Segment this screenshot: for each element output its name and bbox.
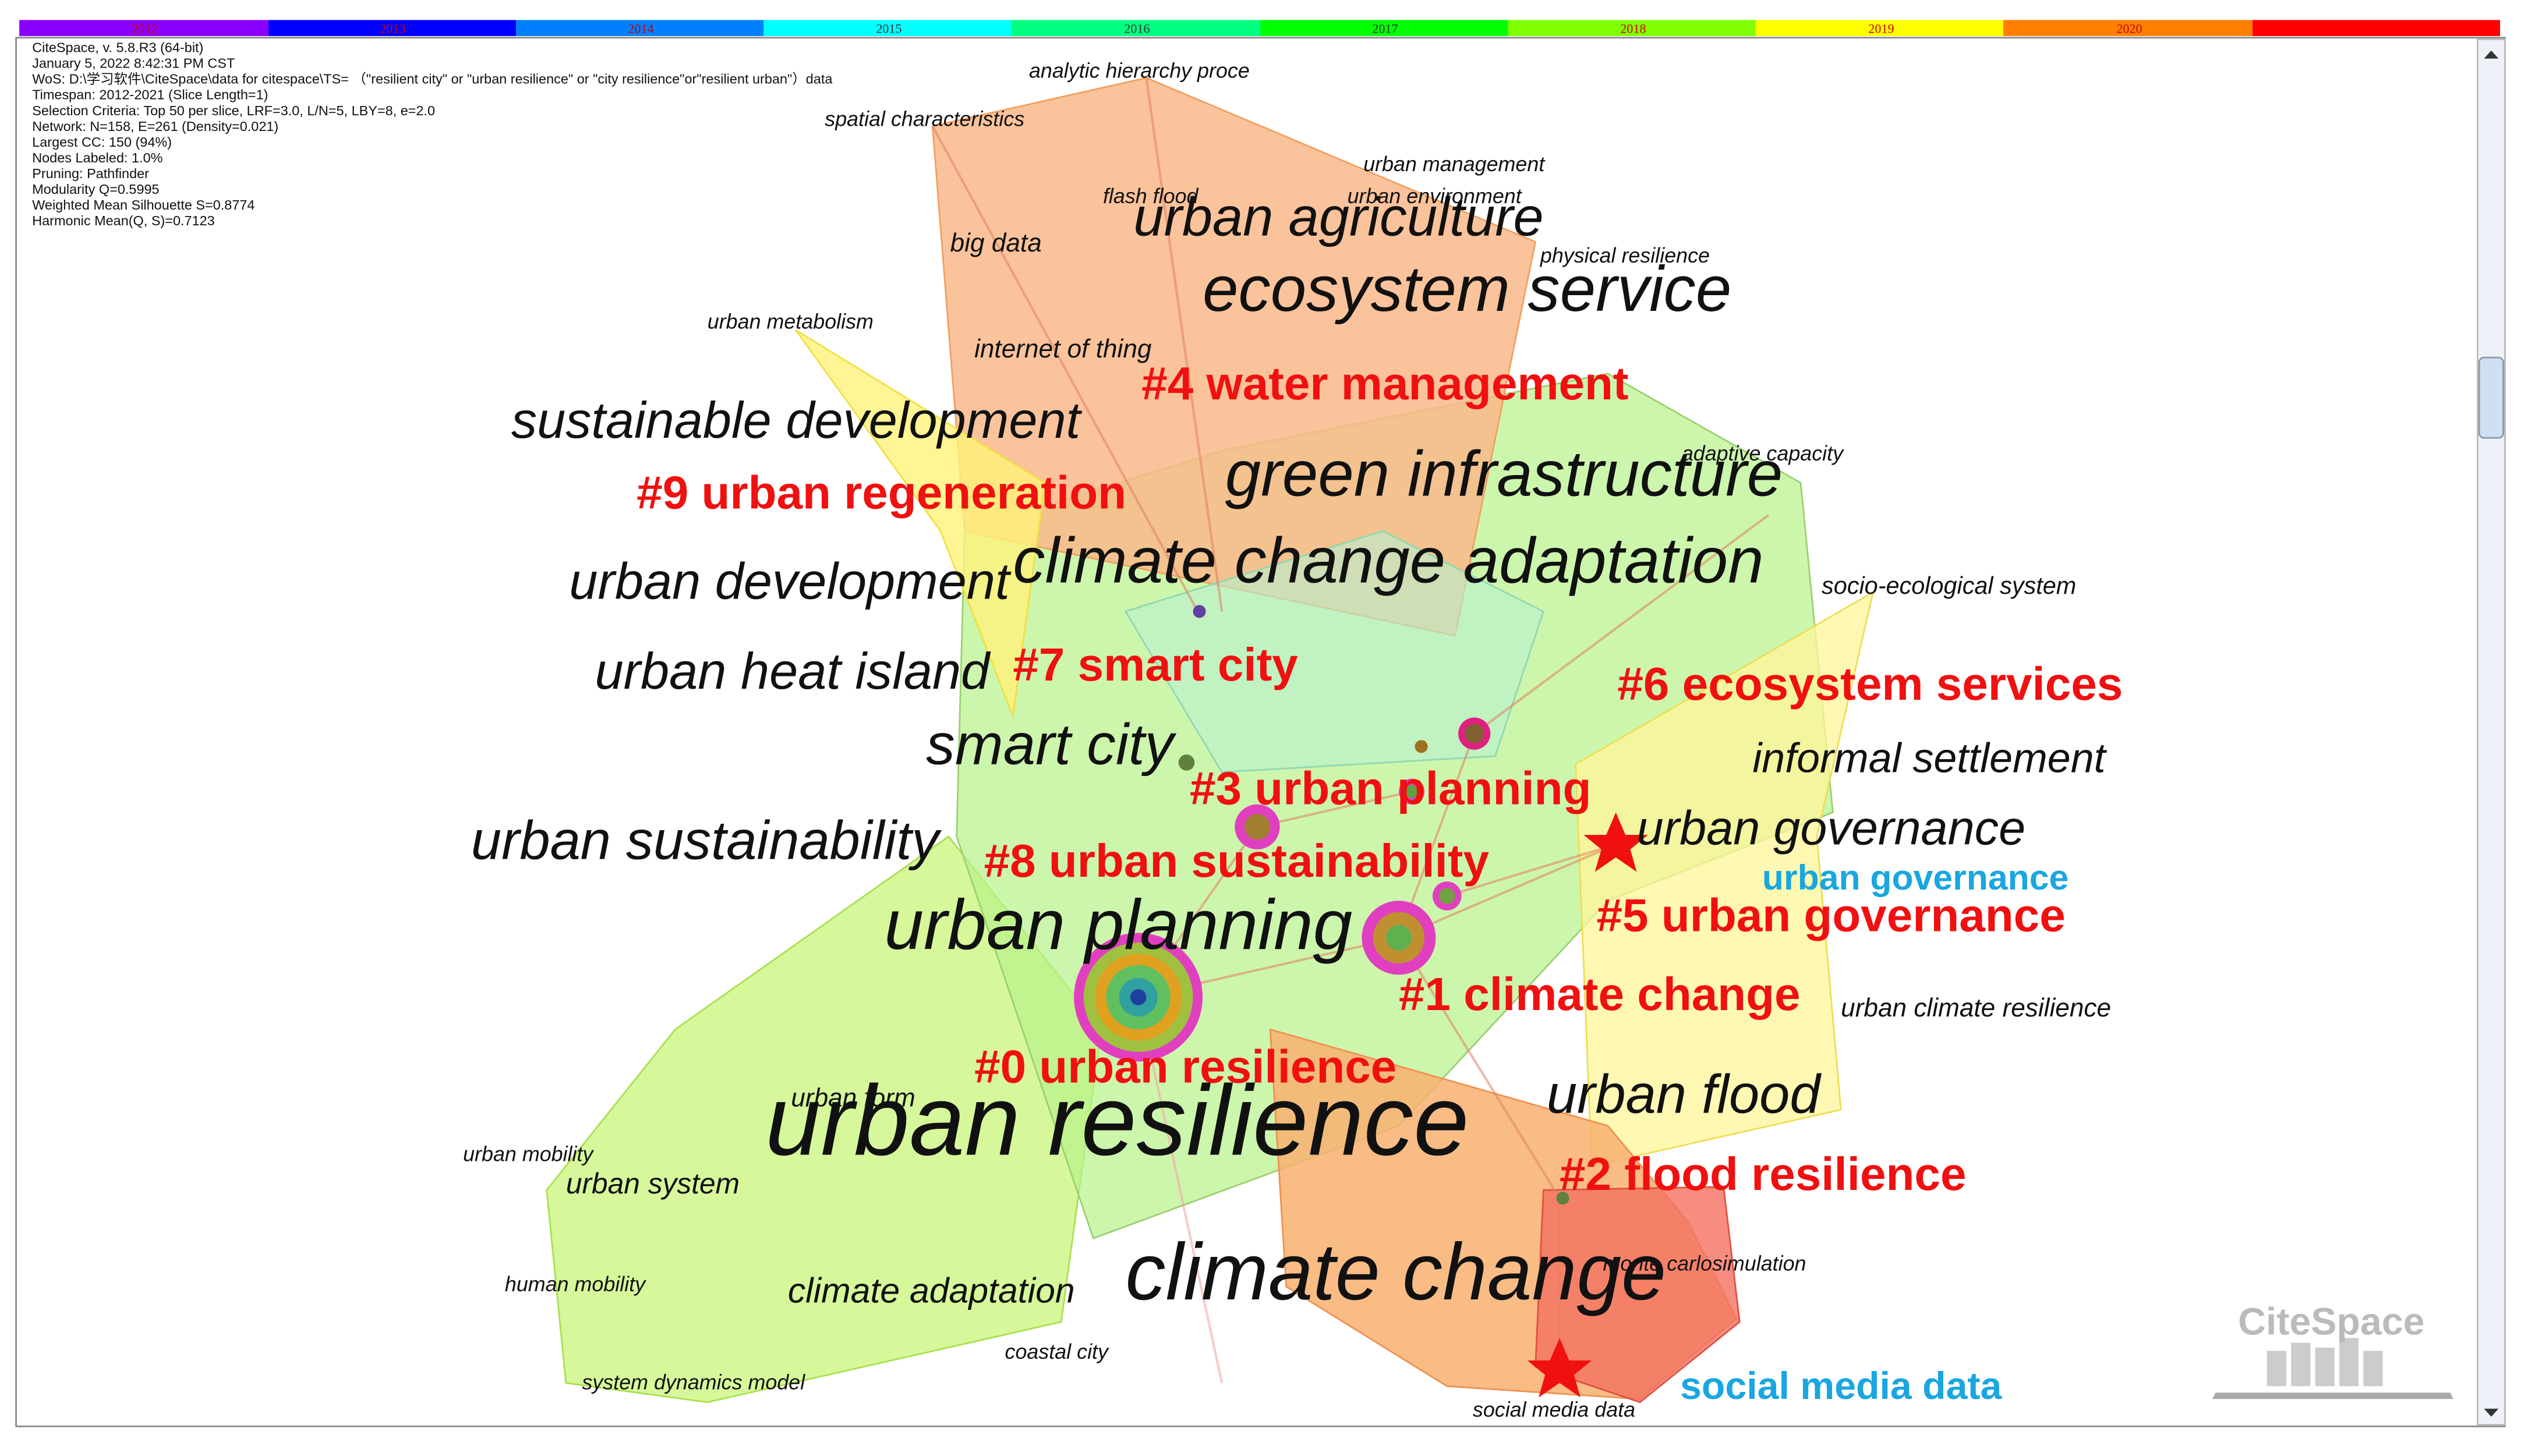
cluster-label: #8 urban sustainability [984, 835, 1490, 887]
info-line: Selection Criteria: Top 50 per slice, LR… [32, 103, 435, 118]
keyword-label: monte carlosimulation [1603, 1252, 1806, 1275]
timeline-year: 2015 [876, 21, 901, 36]
info-line: January 5, 2022 8:42:31 PM CST [32, 56, 235, 71]
timeline-year: 2014 [628, 21, 653, 36]
keyword-label: sustainable development [511, 391, 1083, 449]
keyword-label: urban climate resilience [1841, 994, 2111, 1022]
keyword-label: urban mobility [463, 1143, 594, 1166]
info-line: Largest CC: 150 (94%) [32, 134, 172, 150]
logo-graphic [2212, 1338, 2454, 1400]
keyword-label: socio-ecological system [1822, 572, 2076, 599]
highlight-label: urban governance [1762, 858, 2069, 897]
cluster-label: #4 water management [1141, 357, 1628, 409]
info-line: CiteSpace, v. 5.8.R3 (64-bit) [32, 40, 203, 55]
timeline-year: 2020 [2116, 21, 2142, 36]
cluster-label: #9 urban regeneration [637, 467, 1126, 519]
cluster-label: #0 urban resilience [974, 1040, 1396, 1092]
cluster-label: #6 ecosystem services [1617, 658, 2123, 710]
keyword-label: system dynamics model [582, 1371, 805, 1394]
keyword-label: analytic hierarchy proce [1029, 59, 1250, 83]
info-line: Network: N=158, E=261 (Density=0.021) [32, 119, 278, 134]
keyword-label: physical resilience [1540, 244, 1710, 267]
info-line: Timespan: 2012-2021 (Slice Length=1) [32, 87, 268, 102]
keyword-label: coastal city [1005, 1340, 1110, 1363]
cluster-label: #7 smart city [1013, 639, 1298, 690]
keyword-label: urban flood [1547, 1064, 1822, 1125]
info-line: Nodes Labeled: 1.0% [32, 150, 162, 165]
info-line: Pruning: Pathfinder [32, 166, 149, 181]
keyword-label: climate adaptation [788, 1271, 1075, 1310]
timeline-year: 2016 [1124, 21, 1150, 36]
highlight-label: social media data [1680, 1365, 2002, 1408]
timeline-year: 2018 [1620, 21, 1646, 36]
keyword-label: green infrastructure [1225, 438, 1783, 510]
keyword-label: urban resilience [765, 1065, 1469, 1177]
keyword-label: urban form [791, 1084, 915, 1113]
timeline-year: 2013 [380, 21, 405, 36]
cluster-label: #3 urban planning [1190, 763, 1591, 814]
keyword-label: urban system [566, 1167, 740, 1200]
keyword-label: adaptive capacity [1682, 442, 1844, 465]
keyword-label: climate change adaptation [1013, 525, 1763, 597]
keyword-label: spatial characteristics [825, 108, 1024, 131]
keyword-label: urban planning [884, 885, 1352, 964]
timeline-year: 2012 [132, 21, 157, 36]
logo-text: CiteSpace [2238, 1301, 2424, 1344]
keyword-label: urban environment [1348, 185, 1523, 208]
cluster-label: #5 urban governance [1597, 890, 2066, 941]
keyword-label: internet of thing [974, 335, 1152, 363]
keyword-label: flash flood [1103, 185, 1199, 208]
keyword-label: ecosystem service [1203, 253, 1731, 325]
keyword-label: urban agriculture [1133, 186, 1543, 247]
cluster-label: #1 climate change [1399, 968, 1801, 1020]
keyword-label: big data [950, 229, 1042, 257]
keyword-label: climate change [1126, 1227, 1666, 1317]
cluster-label: #2 flood resilience [1560, 1148, 1966, 1200]
keyword-label: urban sustainability [471, 810, 942, 871]
info-line: Weighted Mean Silhouette S=0.8774 [32, 197, 254, 212]
info-line: Modularity Q=0.5995 [32, 182, 159, 197]
keyword-label: smart city [926, 713, 1176, 777]
timeline-year: 2019 [1868, 21, 1894, 36]
keyword-label: urban heat island [595, 642, 992, 700]
keyword-label: informal settlement [1752, 735, 2107, 781]
nodes [1074, 605, 1648, 1398]
keyword-label: urban development [569, 552, 1012, 610]
labels: 2012 2013 2014 2015 2016 2017 2018 2019 2020 Cite… [32, 21, 2424, 1421]
info-line: WoS: D:\学习软件\CiteSpace\data for citespac… [32, 72, 833, 87]
keyword-label: human mobility [505, 1273, 646, 1296]
timeline-bar [19, 20, 2501, 36]
scrollbar[interactable] [2477, 38, 2506, 1426]
timeline-year: 2017 [1372, 21, 1398, 36]
info-line: Harmonic Mean(Q, S)=0.7123 [32, 213, 215, 228]
keyword-label: urban metabolism [708, 310, 874, 333]
keyword-label: urban governance [1637, 801, 2026, 855]
keyword-label: urban management [1363, 153, 1546, 176]
keyword-label: social media data [1473, 1398, 1635, 1422]
